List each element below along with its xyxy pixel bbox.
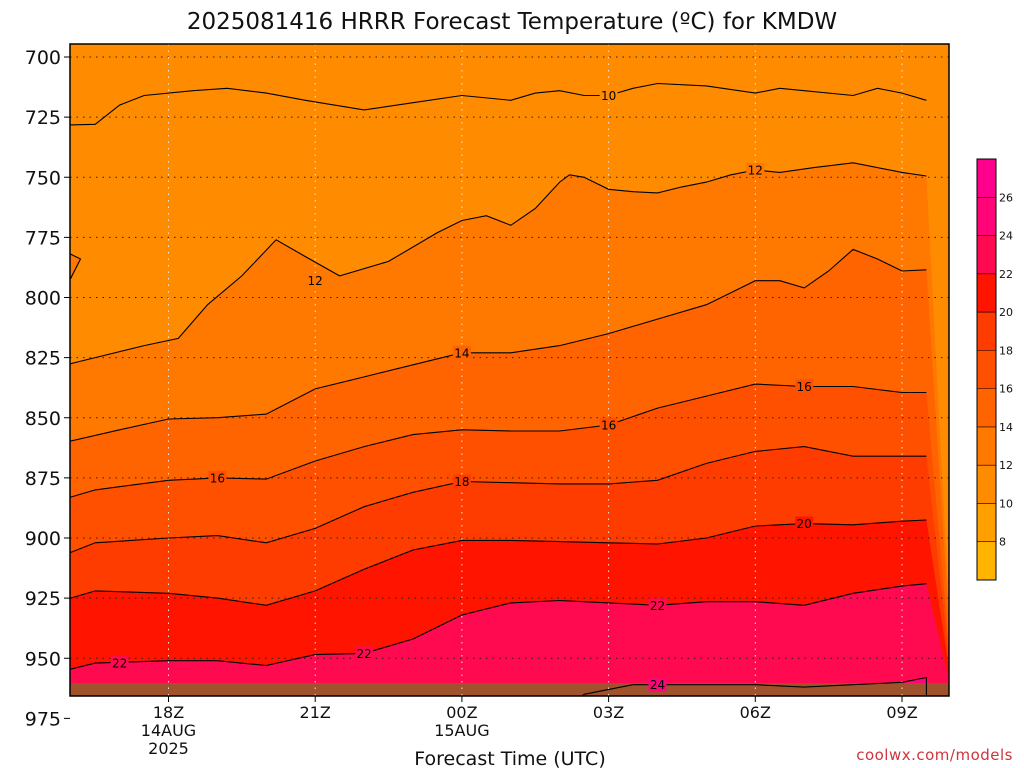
band-fill [70, 253, 81, 279]
x-tick-label: 21Z [300, 703, 331, 722]
contour-label: 22 [650, 599, 665, 613]
contour-label: 20 [797, 517, 812, 531]
colorbar-segment [977, 350, 996, 390]
colorbar-label: 16 [999, 383, 1013, 396]
contour-label: 16 [797, 380, 812, 394]
contour-label-bg [746, 163, 765, 178]
contour-line-14 [70, 248, 927, 442]
contour-label: 22 [112, 657, 127, 671]
contour-label: 12 [748, 164, 763, 178]
contour-label-bg [208, 752, 226, 766]
y-axis: 7007257507758008258508759009259509751000 [25, 47, 70, 730]
colorbar-segment [977, 197, 996, 237]
y-tick-label: 825 [25, 348, 61, 370]
colorbar-label: 14 [999, 421, 1013, 434]
band-fill [667, 721, 765, 752]
contour-label-bg [648, 598, 667, 613]
colorbar-segment [977, 312, 996, 351]
x-tick-label: 06Z [740, 703, 771, 722]
colorbar-segment [977, 159, 996, 198]
x-tick-label: 18Z [153, 703, 184, 722]
x-tick-label: 2025 [148, 739, 189, 758]
contour-label: 18 [454, 475, 469, 489]
x-tick-label: 15AUG [434, 721, 489, 740]
contour-label: 26 [210, 753, 225, 767]
contour-label: 16 [210, 471, 225, 485]
colorbar-label: 20 [999, 306, 1013, 319]
y-tick-label: 850 [25, 408, 61, 430]
contour-label-bg [697, 715, 715, 729]
colorbar-segment [977, 235, 996, 275]
colorbar: 8 10 12 14 16 18 20 22 24 26 [976, 158, 1013, 581]
colorbar-segment [977, 426, 996, 466]
y-tick-label: 775 [25, 227, 61, 249]
contour-label-bg [795, 516, 814, 531]
contour-label-bg [795, 379, 814, 394]
contour-line-18 [70, 446, 927, 554]
ground-strip [70, 683, 949, 696]
contour-label: 16 [601, 418, 616, 432]
x-tick-label: 03Z [593, 703, 624, 722]
contour-label-bg [452, 345, 471, 360]
contour-line-10 [70, 82, 927, 126]
contour-line-24 [581, 676, 927, 696]
contour-label: 22 [356, 647, 371, 661]
x-axis-title: Forecast Time (UTC) [414, 748, 605, 768]
credit-text: coolwx.com/models [856, 746, 1013, 764]
y-tick-label: 900 [25, 528, 61, 550]
colorbar-segment [977, 465, 996, 504]
colorbar-frame [976, 158, 997, 581]
y-tick-label: 800 [25, 288, 61, 310]
y-tick-label: 700 [25, 47, 61, 69]
contour-label-bg [110, 656, 129, 671]
grid-lines [70, 44, 949, 696]
colorbar-segment [977, 541, 996, 581]
chart-title: 2025081416 HRRR Forecast Temperature (ºC… [187, 9, 837, 35]
contour-label: 24 [699, 715, 714, 729]
contour-label: 14 [454, 346, 469, 360]
plot-frame [69, 43, 950, 697]
contour-line-12 [70, 253, 82, 280]
colorbar-label: 8 [999, 536, 1006, 549]
colorbar-label: 18 [999, 344, 1013, 357]
colorbar-segment [977, 273, 996, 313]
contour-label-bg [648, 677, 667, 692]
colorbar-label: 12 [999, 459, 1013, 472]
colorbar-segment [977, 503, 996, 543]
contour-label-bg [355, 646, 374, 661]
y-tick-label: 875 [25, 468, 61, 490]
contour-label-bg [599, 417, 618, 432]
colorbar-segment [977, 388, 996, 428]
contour-label: 24 [650, 678, 665, 692]
x-tick-label: 00Z [446, 703, 477, 722]
y-tick-label: 950 [25, 648, 61, 670]
contour-label: 12 [308, 274, 323, 288]
y-tick-label: 975 [25, 708, 61, 730]
colorbar-label: 10 [999, 497, 1013, 510]
colorbar-label: 22 [999, 268, 1013, 281]
contour-label-bg [306, 273, 325, 288]
contour-line-22 [70, 583, 927, 670]
contour-labels: 10 12 12 14 16 16 16 18 20 22 22 22 24 24 26 [110, 88, 814, 767]
y-tick-label: 925 [25, 588, 61, 610]
y-tick-label: 725 [25, 107, 61, 129]
colorbar-label: 26 [999, 191, 1013, 204]
x-tick-label: 14AUG [141, 721, 196, 740]
x-tick-label: 09Z [886, 703, 917, 722]
contour-label-bg [208, 470, 227, 485]
band-fill [70, 583, 949, 696]
temperature-fill-layer [70, 44, 949, 752]
contour-line-24 [667, 721, 765, 752]
y-tick-label: 750 [25, 167, 61, 189]
colorbar-label: 24 [999, 230, 1013, 243]
contour-label-bg [599, 88, 618, 103]
contour-label-bg [452, 474, 471, 489]
contour-label: 10 [601, 89, 616, 103]
